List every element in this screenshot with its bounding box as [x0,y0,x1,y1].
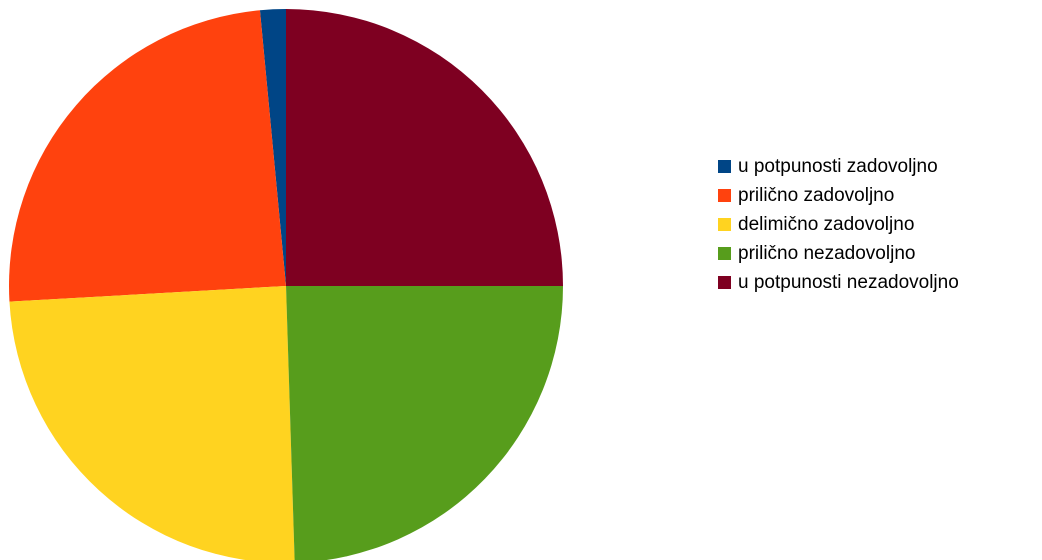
legend-item: prilično zadovoljno [718,181,959,210]
legend-label: prilično zadovoljno [738,184,895,206]
legend-item: delimično zadovoljno [718,210,959,239]
legend: u potpunosti zadovoljno prilično zadovol… [718,152,959,297]
legend-swatch [718,247,731,260]
legend-label: delimično zadovoljno [738,213,915,235]
legend-swatch [718,276,731,289]
legend-swatch [718,160,731,173]
legend-item: prilično nezadovoljno [718,239,959,268]
pie-slice [286,286,563,560]
legend-item: u potpunosti nezadovoljno [718,268,959,297]
legend-label: u potpunosti zadovoljno [738,155,938,177]
pie-slices [8,9,563,560]
legend-label: prilično nezadovoljno [738,242,916,264]
pie-slice [9,286,295,560]
pie-slice [259,9,286,286]
legend-label: u potpunosti nezadovoljno [738,271,959,293]
pie-slice [8,10,286,302]
legend-item: u potpunosti zadovoljno [718,152,959,181]
legend-swatch [718,218,731,231]
legend-swatch [718,189,731,202]
pie-slice [286,9,563,286]
